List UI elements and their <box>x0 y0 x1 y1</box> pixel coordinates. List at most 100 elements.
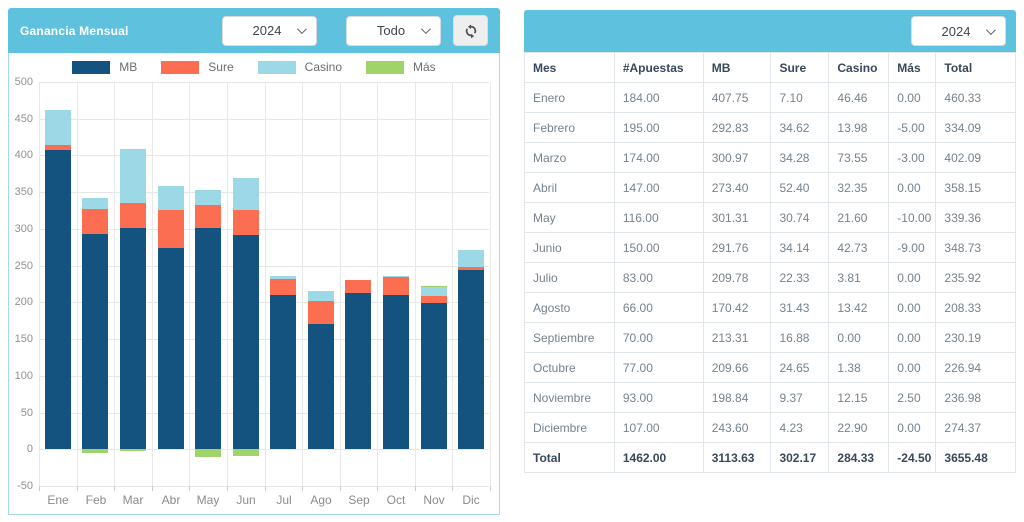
bar-segment-mb-mar[interactable] <box>120 228 146 450</box>
bar-segment-casino-jun[interactable] <box>233 178 259 210</box>
bar-segment-mb-sep[interactable] <box>345 292 371 450</box>
table-row: Agosto 66.00 170.42 31.43 13.42 0.00 208.33 <box>524 292 1016 323</box>
y-axis-tick-label: 300 <box>14 223 33 235</box>
table-cell: 213.31 <box>702 322 772 353</box>
bar-segment-mb-abr[interactable] <box>158 248 184 450</box>
table-cell: 209.78 <box>702 262 772 293</box>
bar-segment-sure-abr[interactable] <box>158 209 184 249</box>
bar-segment-sure-may[interactable] <box>195 205 221 228</box>
bar-segment-mb-oct[interactable] <box>383 295 409 450</box>
bar-segment-sure-dic[interactable] <box>458 267 484 271</box>
bar-segment-más-mar[interactable] <box>120 449 146 452</box>
x-axis-tick-label: May <box>196 493 220 507</box>
table-row: Febrero 195.00 292.83 34.62 13.98 -5.00 334.09 <box>524 112 1016 143</box>
bar-segment-casino-mar[interactable] <box>120 148 146 203</box>
table-cell: 0.00 <box>888 322 937 353</box>
bar-segment-casino-feb[interactable] <box>82 198 108 209</box>
x-axis-tick-label: Feb <box>85 493 107 507</box>
bar-segment-más-nov[interactable] <box>421 285 447 288</box>
legend-item-más[interactable]: Más <box>366 60 436 74</box>
table-cell: 235.92 <box>935 262 1016 293</box>
table-cell: 70.00 <box>613 322 704 353</box>
bar-segment-sure-feb[interactable] <box>82 208 108 235</box>
legend-item-sure[interactable]: Sure <box>161 60 234 74</box>
total-cell: -24.50 <box>888 442 937 473</box>
table-cell: 0.00 <box>888 292 937 323</box>
table-cell: 195.00 <box>613 112 704 143</box>
x-axis-tick-mark <box>189 486 190 491</box>
bar-segment-más-jun[interactable] <box>233 449 259 456</box>
bar-segment-mb-ago[interactable] <box>308 324 334 450</box>
x-axis-tick-label: Mar <box>122 493 144 507</box>
column-header: Sure <box>770 52 830 83</box>
bar-segment-sure-ene[interactable] <box>45 144 71 150</box>
bar-segment-mb-may[interactable] <box>195 227 221 450</box>
bar-segment-casino-nov[interactable] <box>421 287 447 297</box>
bar-segment-sure-oct[interactable] <box>383 277 409 296</box>
legend-item-casino[interactable]: Casino <box>257 60 343 74</box>
bar-segment-sure-ago[interactable] <box>308 301 334 325</box>
bar-segment-casino-abr[interactable] <box>158 186 184 210</box>
table-cell: 174.00 <box>613 142 704 173</box>
year-select[interactable]: 2024 <box>222 15 317 46</box>
bar-segment-casino-jul[interactable] <box>270 275 296 279</box>
bar-segment-sure-jul[interactable] <box>270 278 296 296</box>
table-cell: 4.23 <box>770 412 830 443</box>
table-row: Marzo 174.00 300.97 34.28 73.55 -3.00 402.09 <box>524 142 1016 173</box>
bar-segment-más-feb[interactable] <box>82 449 108 453</box>
table-cell: 22.90 <box>828 412 890 443</box>
table-cell: 291.76 <box>702 232 772 263</box>
bar-segment-sure-mar[interactable] <box>120 203 146 229</box>
table-header-row: Mes #Apuestas MB Sure Casino Más Total <box>524 52 1016 83</box>
bar-segment-casino-ago[interactable] <box>308 291 334 301</box>
filter-select[interactable]: Todo <box>346 15 441 46</box>
bar-segment-casino-dic[interactable] <box>458 250 484 268</box>
table-year-select[interactable]: 2024 <box>911 16 1006 46</box>
bar-segment-mb-dic[interactable] <box>458 270 484 450</box>
bar-segment-casino-may[interactable] <box>195 189 221 206</box>
table-cell: 83.00 <box>613 262 704 293</box>
refresh-icon <box>465 24 476 38</box>
panel-title: Ganancia Mensual <box>20 23 129 38</box>
bar-segment-mb-ene[interactable] <box>45 149 71 450</box>
table-cell: Julio <box>524 262 615 293</box>
y-axis-tick-label: 350 <box>14 186 33 198</box>
y-axis-tick-label: -50 <box>17 480 33 492</box>
total-cell: 1462.00 <box>613 442 704 473</box>
y-axis-tick-label: 0 <box>26 443 33 455</box>
legend-label: Más <box>413 60 436 74</box>
table-cell: 209.66 <box>702 352 772 383</box>
gridline <box>39 339 489 340</box>
table-cell: Febrero <box>524 112 615 143</box>
bar-segment-sure-sep[interactable] <box>345 280 371 293</box>
bar-segment-sure-nov[interactable] <box>421 296 447 304</box>
y-axis-tick-label: 200 <box>14 296 33 308</box>
bar-segment-mb-nov[interactable] <box>421 303 447 450</box>
gridline <box>39 82 40 486</box>
table-cell: Septiembre <box>524 322 615 353</box>
gridline <box>302 82 303 486</box>
legend-item-mb[interactable]: MB <box>72 60 137 74</box>
bar-segment-mb-feb[interactable] <box>82 234 108 450</box>
refresh-button[interactable] <box>453 15 488 46</box>
bar-segment-más-may[interactable] <box>195 449 221 457</box>
table-cell: 34.14 <box>770 232 830 263</box>
monthly-summary-table: Mes #Apuestas MB Sure Casino Más Total Enero 18… <box>524 52 1016 473</box>
x-axis-tick-mark <box>490 486 491 491</box>
bar-segment-mb-jul[interactable] <box>270 295 296 450</box>
total-cell: 3655.48 <box>935 442 1016 473</box>
table-cell: 0.00 <box>828 322 890 353</box>
table-cell: Junio <box>524 232 615 263</box>
table-cell: 226.94 <box>935 352 1016 383</box>
table-cell: 0.00 <box>888 82 937 113</box>
bar-segment-casino-ene[interactable] <box>45 110 71 145</box>
chevron-down-icon <box>985 24 996 35</box>
x-axis-tick-mark <box>340 486 341 491</box>
bar-segment-casino-oct[interactable] <box>383 276 409 278</box>
bar-segment-mb-jun[interactable] <box>233 234 259 450</box>
table-row: Enero 184.00 407.75 7.10 46.46 0.00 460.33 <box>524 82 1016 113</box>
gridline <box>452 82 453 486</box>
bar-segment-sure-jun[interactable] <box>233 209 259 235</box>
table-cell: -9.00 <box>888 232 937 263</box>
legend-label: Casino <box>304 60 343 74</box>
